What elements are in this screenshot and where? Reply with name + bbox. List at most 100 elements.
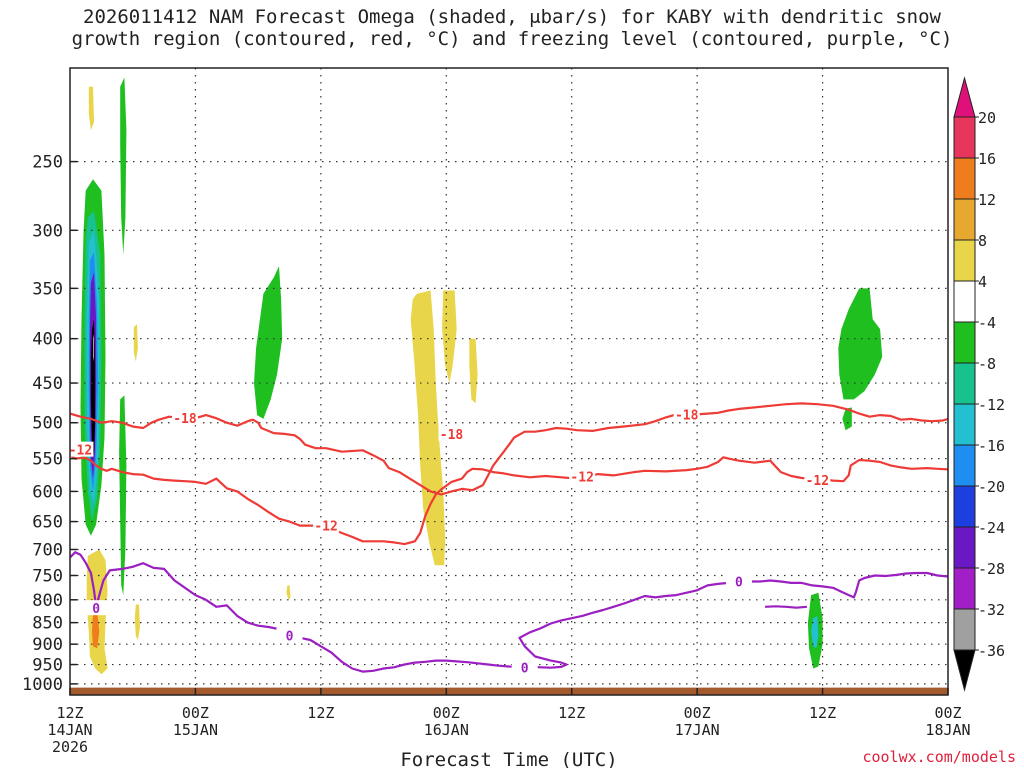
contour-label: -18 — [173, 412, 197, 427]
y-tick-label: 350 — [32, 279, 63, 299]
omega-shaded-region — [410, 290, 446, 566]
omega-shaded-region — [90, 319, 96, 456]
contour-label-bg — [171, 410, 198, 426]
colorbar-swatch — [953, 526, 976, 569]
colorbar-label: -8 — [978, 355, 996, 373]
contour-label-bg — [511, 659, 538, 675]
colorbar-label: -28 — [978, 560, 1005, 578]
contour-layer: -18 -18 -18 -12 -12 -12 -12 0 0 0 0 — [69, 402, 948, 676]
y-tick-label: 900 — [32, 635, 63, 655]
omega-shaded-region — [442, 290, 457, 383]
contour-label-bg — [673, 406, 700, 422]
contour-label: -12 — [314, 520, 337, 535]
omega-shaded-region — [842, 407, 852, 431]
contour-label-bg — [569, 468, 596, 484]
chart-title: 2026011412 NAM Forecast Omega (shaded, μ… — [0, 6, 1024, 50]
y-tick-label: 400 — [32, 330, 63, 350]
omega-shaded-region — [133, 324, 138, 362]
omega-shaded-region — [134, 604, 140, 640]
plot-frame — [69, 67, 949, 696]
colorbar-swatch — [953, 444, 976, 487]
y-tick-label: 500 — [32, 414, 63, 434]
contour-label: 0 — [92, 602, 100, 617]
omega-shaded-region — [469, 338, 478, 404]
contour-label: 0 — [521, 661, 529, 676]
x-tick-label: 16JAN — [424, 721, 469, 739]
colorbar-swatch — [953, 362, 976, 405]
omega-shaded-region — [838, 288, 883, 400]
omega-shaded-region — [119, 395, 127, 596]
contour-label-bg — [70, 441, 94, 457]
colorbar-label: -12 — [978, 396, 1005, 414]
x-tick-label: 12Z — [307, 704, 334, 722]
contour-label: -12 — [69, 444, 92, 459]
y-tick-label: 850 — [32, 614, 63, 634]
y-tick-label: 600 — [32, 482, 63, 502]
contour-label-bg — [725, 573, 752, 589]
omega-shaded-region — [92, 611, 100, 649]
colorbar-label: 8 — [978, 232, 987, 250]
contour-label-bg — [438, 425, 465, 441]
colorbar-label: -24 — [978, 519, 1005, 537]
contour-label-bg — [804, 471, 831, 487]
contour-label-bg — [313, 517, 340, 533]
contour-label: 0 — [286, 630, 294, 645]
contour-label: -18 — [675, 408, 699, 423]
y-tick-label: 300 — [32, 221, 63, 241]
y-tick-label: 650 — [32, 513, 63, 533]
x-tick-label: 00Z — [684, 704, 711, 722]
colorbar-swatch — [953, 485, 976, 528]
contour-line — [70, 551, 948, 673]
y-tick-label: 1000 — [22, 675, 63, 695]
y-tick-label: 800 — [32, 591, 63, 611]
contour-label: 0 — [735, 575, 743, 590]
colorbar-label: -16 — [978, 437, 1005, 455]
colorbar-swatch — [953, 403, 976, 446]
contour-label: -18 — [440, 428, 464, 443]
chart-title-line-2: growth region (contoured, red, °C) and f… — [71, 28, 953, 50]
colorbar-swatch — [953, 608, 976, 651]
x-tick-label: 14JAN — [47, 721, 92, 739]
omega-shaded-region — [286, 585, 291, 600]
contour-label: -12 — [570, 471, 593, 486]
terrain-layer — [70, 687, 948, 695]
x-tick-label: 00Z — [934, 704, 961, 722]
x-tick-label: 2026 — [52, 738, 88, 756]
contour-label-bg — [276, 627, 303, 643]
omega-shading-layer — [80, 77, 883, 675]
contour-label-bg — [83, 600, 110, 616]
x-tick-label: 12Z — [558, 704, 585, 722]
y-tick-label: 750 — [32, 566, 63, 586]
terrain-ground — [70, 687, 948, 695]
colorbar-swatch — [953, 280, 976, 323]
x-tick-label: 17JAN — [675, 721, 720, 739]
colorbar-label: -20 — [978, 478, 1005, 496]
y-tick-label: 550 — [32, 450, 63, 470]
y-axis: 2503003504004505005506006507007508008509… — [22, 153, 77, 695]
x-tick-label: 18JAN — [925, 721, 970, 739]
omega-shaded-region — [93, 333, 94, 362]
colorbar-swatch — [953, 239, 976, 282]
colorbar-swatch — [953, 567, 976, 610]
x-tick-label: 15JAN — [173, 721, 218, 739]
y-tick-label: 250 — [32, 153, 63, 173]
contour-line — [765, 605, 807, 609]
colorbar-label: 16 — [978, 150, 996, 168]
x-tick-label: 00Z — [433, 704, 460, 722]
colorbar-swatch — [953, 321, 976, 364]
credit-link[interactable]: coolwx.com/models — [862, 748, 1016, 766]
x-axis-label: Forecast Time (UTC) — [400, 749, 617, 768]
contour-line — [70, 454, 948, 546]
y-tick-label: 950 — [32, 656, 63, 676]
colorbar-label: 12 — [978, 191, 996, 209]
x-tick-label: 12Z — [56, 704, 83, 722]
colorbar-label: -36 — [978, 642, 1005, 660]
omega-shaded-region — [254, 266, 283, 419]
colorbar-swatch — [953, 157, 976, 200]
colorbar-label: -32 — [978, 601, 1005, 619]
omega-shaded-region — [811, 615, 819, 649]
contour-line — [70, 402, 948, 496]
colorbar-swatch — [953, 198, 976, 241]
